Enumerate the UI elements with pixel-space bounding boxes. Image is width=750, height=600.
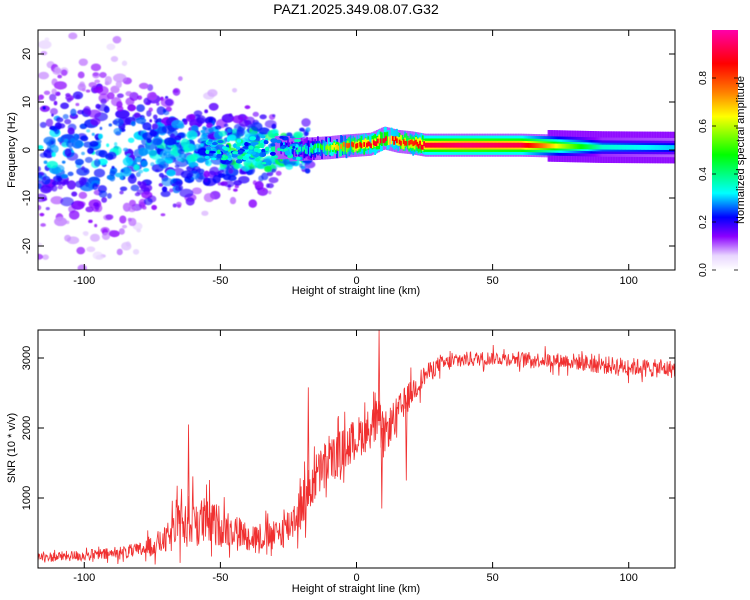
spectrogram-x-tick-label: -100 — [73, 275, 95, 287]
colorbar-tick-label: 0.0 — [698, 263, 709, 277]
colorbar-tick-label: 0.6 — [698, 119, 709, 133]
snr-x-label: Height of straight line (km) — [292, 583, 420, 595]
colorbar-tick-label: 0.2 — [698, 215, 709, 229]
spectrogram-y-tick-label: -20 — [21, 238, 33, 254]
snr-x-tick-label: 100 — [620, 572, 638, 584]
snr-panel: -100 -50 0 50 100 1000 2000 3000 Height of stra… — [6, 329, 676, 595]
snr-x-tick-label: 0 — [353, 572, 359, 584]
spectrogram-x-label: Height of straight line (km) — [292, 285, 420, 297]
snr-y-tick-label: 1000 — [21, 486, 33, 510]
snr-y-tick-label: 2000 — [21, 416, 33, 440]
colorbar-tick-label: 0.8 — [698, 71, 709, 85]
colorbar: 0.0 0.2 0.4 0.6 0.8 Normalized spectral ampl… — [698, 30, 747, 277]
spectrogram-y-tick-label: -10 — [21, 190, 33, 206]
spectrogram-x-tick-label: 50 — [486, 275, 498, 287]
spectrogram-x-tick-label: -50 — [212, 275, 228, 287]
snr-x-tick-label: -50 — [212, 572, 228, 584]
spectrogram-x-tick-label: 0 — [353, 275, 359, 287]
colorbar-label: Normalized spectral amplitude — [735, 76, 747, 224]
snr-x-tick-label: -100 — [73, 572, 95, 584]
colorbar-ticks: 0.0 0.2 0.4 0.6 0.8 — [698, 71, 738, 277]
colorbar-tick-label: 0.4 — [698, 167, 709, 181]
figure-title: PAZ1.2025.349.08.07.G32 — [273, 1, 439, 17]
colorbar-gradient — [712, 30, 738, 270]
spectrogram-y-tick-label: 0 — [21, 147, 33, 153]
spectrogram-y-label: Frequency (Hz) — [6, 112, 18, 188]
snr-series-line — [38, 330, 675, 565]
snr-y-tick-label: 3000 — [21, 346, 33, 370]
snr-y-label: SNR (10 * v/v) — [6, 413, 18, 483]
snr-ticks: -100 -50 0 50 100 1000 2000 3000 — [21, 330, 675, 584]
spectrogram-heatmap — [38, 32, 675, 270]
spectrogram-x-tick-label: 100 — [620, 275, 638, 287]
spectrogram-y-tick-label: 20 — [21, 48, 33, 60]
spectrogram-y-tick-label: 10 — [21, 96, 33, 108]
snr-x-tick-label: 50 — [486, 572, 498, 584]
